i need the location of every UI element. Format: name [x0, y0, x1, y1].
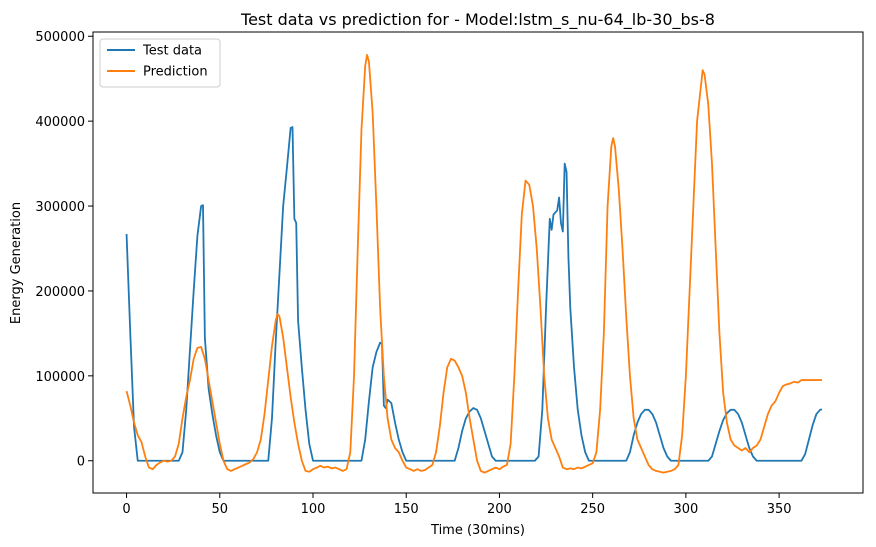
x-tick-label: 300	[673, 502, 698, 517]
y-tick-label: 400000	[35, 115, 85, 130]
x-axis-label: Time (30mins)	[430, 523, 525, 538]
chart-title: Test data vs prediction for - Model:lstm…	[240, 10, 715, 30]
y-tick-label: 0	[77, 455, 85, 470]
x-tick-label: 50	[212, 502, 229, 517]
y-tick-label: 500000	[35, 30, 85, 45]
x-axis: 0 50 100 150 200 250 300 350	[122, 493, 792, 517]
plot-frame	[92, 31, 864, 494]
legend-label: Test data	[142, 44, 202, 59]
x-tick-label: 350	[767, 502, 792, 517]
y-tick-label: 300000	[35, 200, 85, 215]
series-line-1	[125, 54, 822, 474]
legend-label: Prediction	[143, 65, 208, 80]
y-tick-label: 100000	[35, 370, 85, 385]
x-tick-label: 100	[301, 502, 326, 517]
x-tick-label: 0	[122, 502, 130, 517]
x-tick-label: 250	[580, 502, 605, 517]
y-tick-label: 200000	[35, 285, 85, 300]
y-axis: 0 100000 200000 300000 400000 500000	[35, 30, 93, 470]
x-tick-label: 150	[394, 502, 419, 517]
y-axis-label: Energy Generation	[9, 202, 24, 324]
series-layer	[125, 54, 823, 474]
plot-area	[92, 31, 864, 494]
legend: Test data Prediction	[99, 38, 221, 88]
series-line-0	[125, 126, 823, 462]
x-tick-label: 200	[487, 502, 512, 517]
